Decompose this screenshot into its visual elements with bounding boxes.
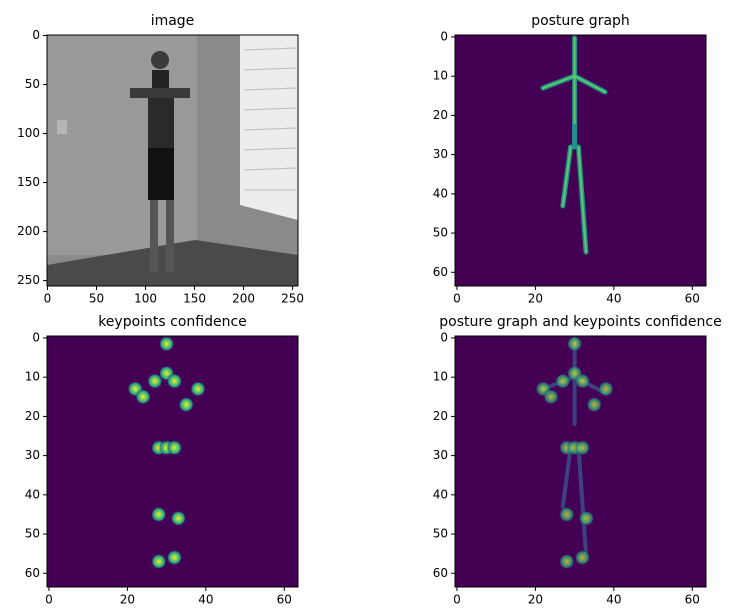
- y-tick-label: 20: [433, 108, 448, 122]
- keypoint: [151, 507, 167, 523]
- x-tick-label: 40: [606, 593, 621, 607]
- keypoint: [559, 554, 575, 570]
- y-tick-label: 0: [32, 28, 40, 42]
- panel-title: keypoints confidence: [98, 314, 247, 330]
- x-tick-label: 0: [44, 292, 52, 306]
- keypoint: [178, 397, 194, 413]
- keypoint: [135, 389, 151, 405]
- y-tick-label: 40: [25, 487, 40, 501]
- x-tick-label: 20: [120, 593, 135, 607]
- keypoint: [598, 381, 614, 397]
- x-tick-label: 20: [528, 593, 543, 607]
- keypoint: [575, 440, 591, 456]
- x-tick-label: 0: [453, 292, 461, 306]
- x-tick-label: 100: [134, 292, 157, 306]
- keypoint: [543, 389, 559, 405]
- y-tick-label: 10: [433, 370, 448, 384]
- y-tick-label: 50: [433, 527, 448, 541]
- x-tick-label: 60: [277, 593, 292, 607]
- x-tick-label: 200: [232, 292, 255, 306]
- keypoint: [159, 336, 175, 352]
- x-tick-label: 60: [685, 292, 700, 306]
- x-tick-label: 40: [606, 292, 621, 306]
- y-tick-label: 30: [433, 147, 448, 161]
- y-tick-label: 60: [433, 566, 448, 580]
- x-tick-label: 40: [198, 593, 213, 607]
- keypoint: [171, 511, 187, 527]
- y-tick-label: 60: [25, 566, 40, 580]
- keypoint: [151, 554, 167, 570]
- x-tick-label: 250: [281, 292, 304, 306]
- keypoint: [167, 440, 183, 456]
- panel-title: image: [151, 13, 195, 29]
- x-tick-label: 0: [453, 593, 461, 607]
- y-tick-label: 40: [433, 487, 448, 501]
- keypoint: [579, 511, 595, 527]
- y-tick-label: 20: [25, 409, 40, 423]
- keypoint: [586, 397, 602, 413]
- x-tick-label: 50: [89, 292, 104, 306]
- panel-title: posture graph: [531, 13, 630, 29]
- y-tick-label: 250: [17, 273, 40, 287]
- keypoint: [567, 336, 583, 352]
- keypoint: [190, 381, 206, 397]
- y-tick-label: 0: [440, 29, 448, 43]
- y-tick-label: 60: [433, 265, 448, 279]
- y-tick-label: 0: [440, 330, 448, 344]
- photo: [47, 35, 298, 286]
- keypoint: [167, 550, 183, 566]
- y-tick-label: 20: [433, 409, 448, 423]
- y-tick-label: 30: [433, 448, 448, 462]
- keypoint: [575, 550, 591, 566]
- y-tick-label: 10: [433, 69, 448, 83]
- y-tick-label: 50: [25, 77, 40, 91]
- keypoint: [555, 373, 571, 389]
- panel-title: posture graph and keypoints confidence: [439, 314, 721, 330]
- y-tick-label: 200: [17, 224, 40, 238]
- y-tick-label: 50: [433, 226, 448, 240]
- y-tick-label: 50: [25, 527, 40, 541]
- x-tick-label: 60: [685, 593, 700, 607]
- keypoint: [575, 373, 591, 389]
- y-tick-label: 100: [17, 126, 40, 140]
- keypoint: [167, 373, 183, 389]
- y-tick-label: 150: [17, 175, 40, 189]
- keypoint: [559, 507, 575, 523]
- y-tick-label: 10: [25, 370, 40, 384]
- x-tick-label: 150: [183, 292, 206, 306]
- y-tick-label: 0: [32, 330, 40, 344]
- x-tick-label: 20: [528, 292, 543, 306]
- y-tick-label: 30: [25, 448, 40, 462]
- keypoint: [147, 373, 163, 389]
- x-tick-label: 0: [45, 593, 53, 607]
- figure: image050100150200250050100150200250postu…: [0, 0, 747, 609]
- y-tick-label: 40: [433, 186, 448, 200]
